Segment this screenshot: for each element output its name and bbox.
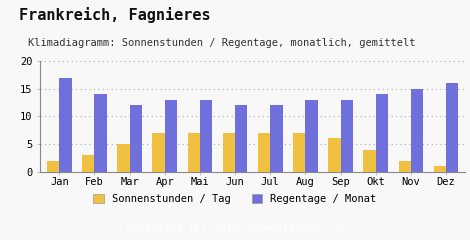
Bar xyxy=(188,133,200,172)
Bar xyxy=(130,105,142,172)
Bar xyxy=(363,150,376,172)
Text: Klimadiagramm: Sonnenstunden / Regentage, monatlich, gemittelt: Klimadiagramm: Sonnenstunden / Regentage… xyxy=(28,38,415,48)
Text: Frankreich, Fagnieres: Frankreich, Fagnieres xyxy=(19,7,211,23)
Bar xyxy=(270,105,282,172)
Bar xyxy=(235,105,247,172)
Bar xyxy=(82,155,94,172)
Bar xyxy=(152,133,165,172)
Text: Copyright (C) 2010 sonnenlaender.de: Copyright (C) 2010 sonnenlaender.de xyxy=(125,223,345,233)
Bar xyxy=(200,100,212,172)
Bar xyxy=(376,94,388,172)
Bar xyxy=(47,161,59,172)
Bar xyxy=(258,133,270,172)
Bar xyxy=(340,100,353,172)
Bar xyxy=(59,78,71,172)
Legend: Sonnenstunden / Tag, Regentage / Monat: Sonnenstunden / Tag, Regentage / Monat xyxy=(90,191,380,207)
Bar xyxy=(411,89,423,172)
Bar xyxy=(94,94,107,172)
Bar xyxy=(306,100,318,172)
Bar xyxy=(399,161,411,172)
Bar xyxy=(328,138,340,172)
Bar xyxy=(223,133,235,172)
Bar xyxy=(434,166,446,172)
Bar xyxy=(118,144,130,172)
Bar xyxy=(165,100,177,172)
Bar xyxy=(446,83,458,172)
Bar xyxy=(293,133,306,172)
